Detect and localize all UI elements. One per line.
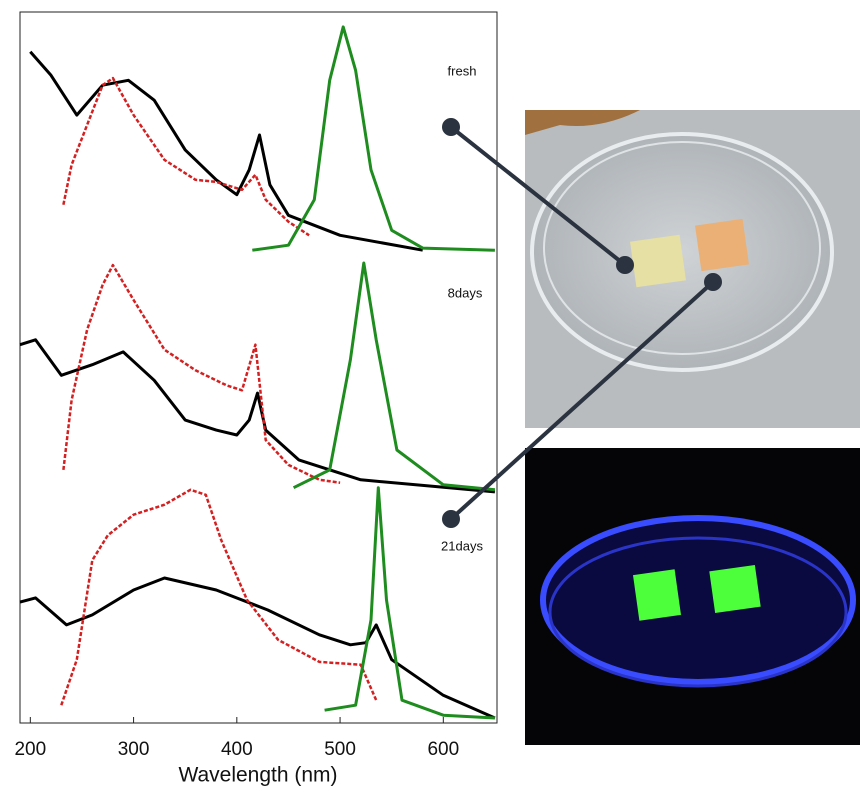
connectors <box>442 118 722 528</box>
plot-area <box>19 25 496 723</box>
panel-label: fresh <box>448 63 477 78</box>
spectrum-line <box>60 488 378 706</box>
photo-uv <box>525 448 860 745</box>
plot-frame <box>19 11 498 724</box>
x-tick-label: 500 <box>324 739 356 760</box>
spectrum-line <box>29 50 423 252</box>
spectrum-line <box>62 263 341 484</box>
spectrum-line <box>292 261 496 492</box>
x-tick-label: 600 <box>427 739 459 760</box>
x-tick-label: 300 <box>118 739 150 760</box>
spectrum-line <box>19 576 496 720</box>
x-tick-label: 200 <box>14 739 46 760</box>
photo-daylight <box>525 110 860 428</box>
spectrum-line <box>62 76 310 237</box>
x-tick-label: 400 <box>221 739 253 760</box>
panel-label: 21days <box>441 538 483 553</box>
panel-label: 8days <box>448 285 483 300</box>
spectrum-line <box>252 25 495 252</box>
x-axis-label: Wavelength (nm) <box>178 764 337 787</box>
spectrum-line <box>324 486 495 720</box>
spectrum-line <box>19 338 496 494</box>
